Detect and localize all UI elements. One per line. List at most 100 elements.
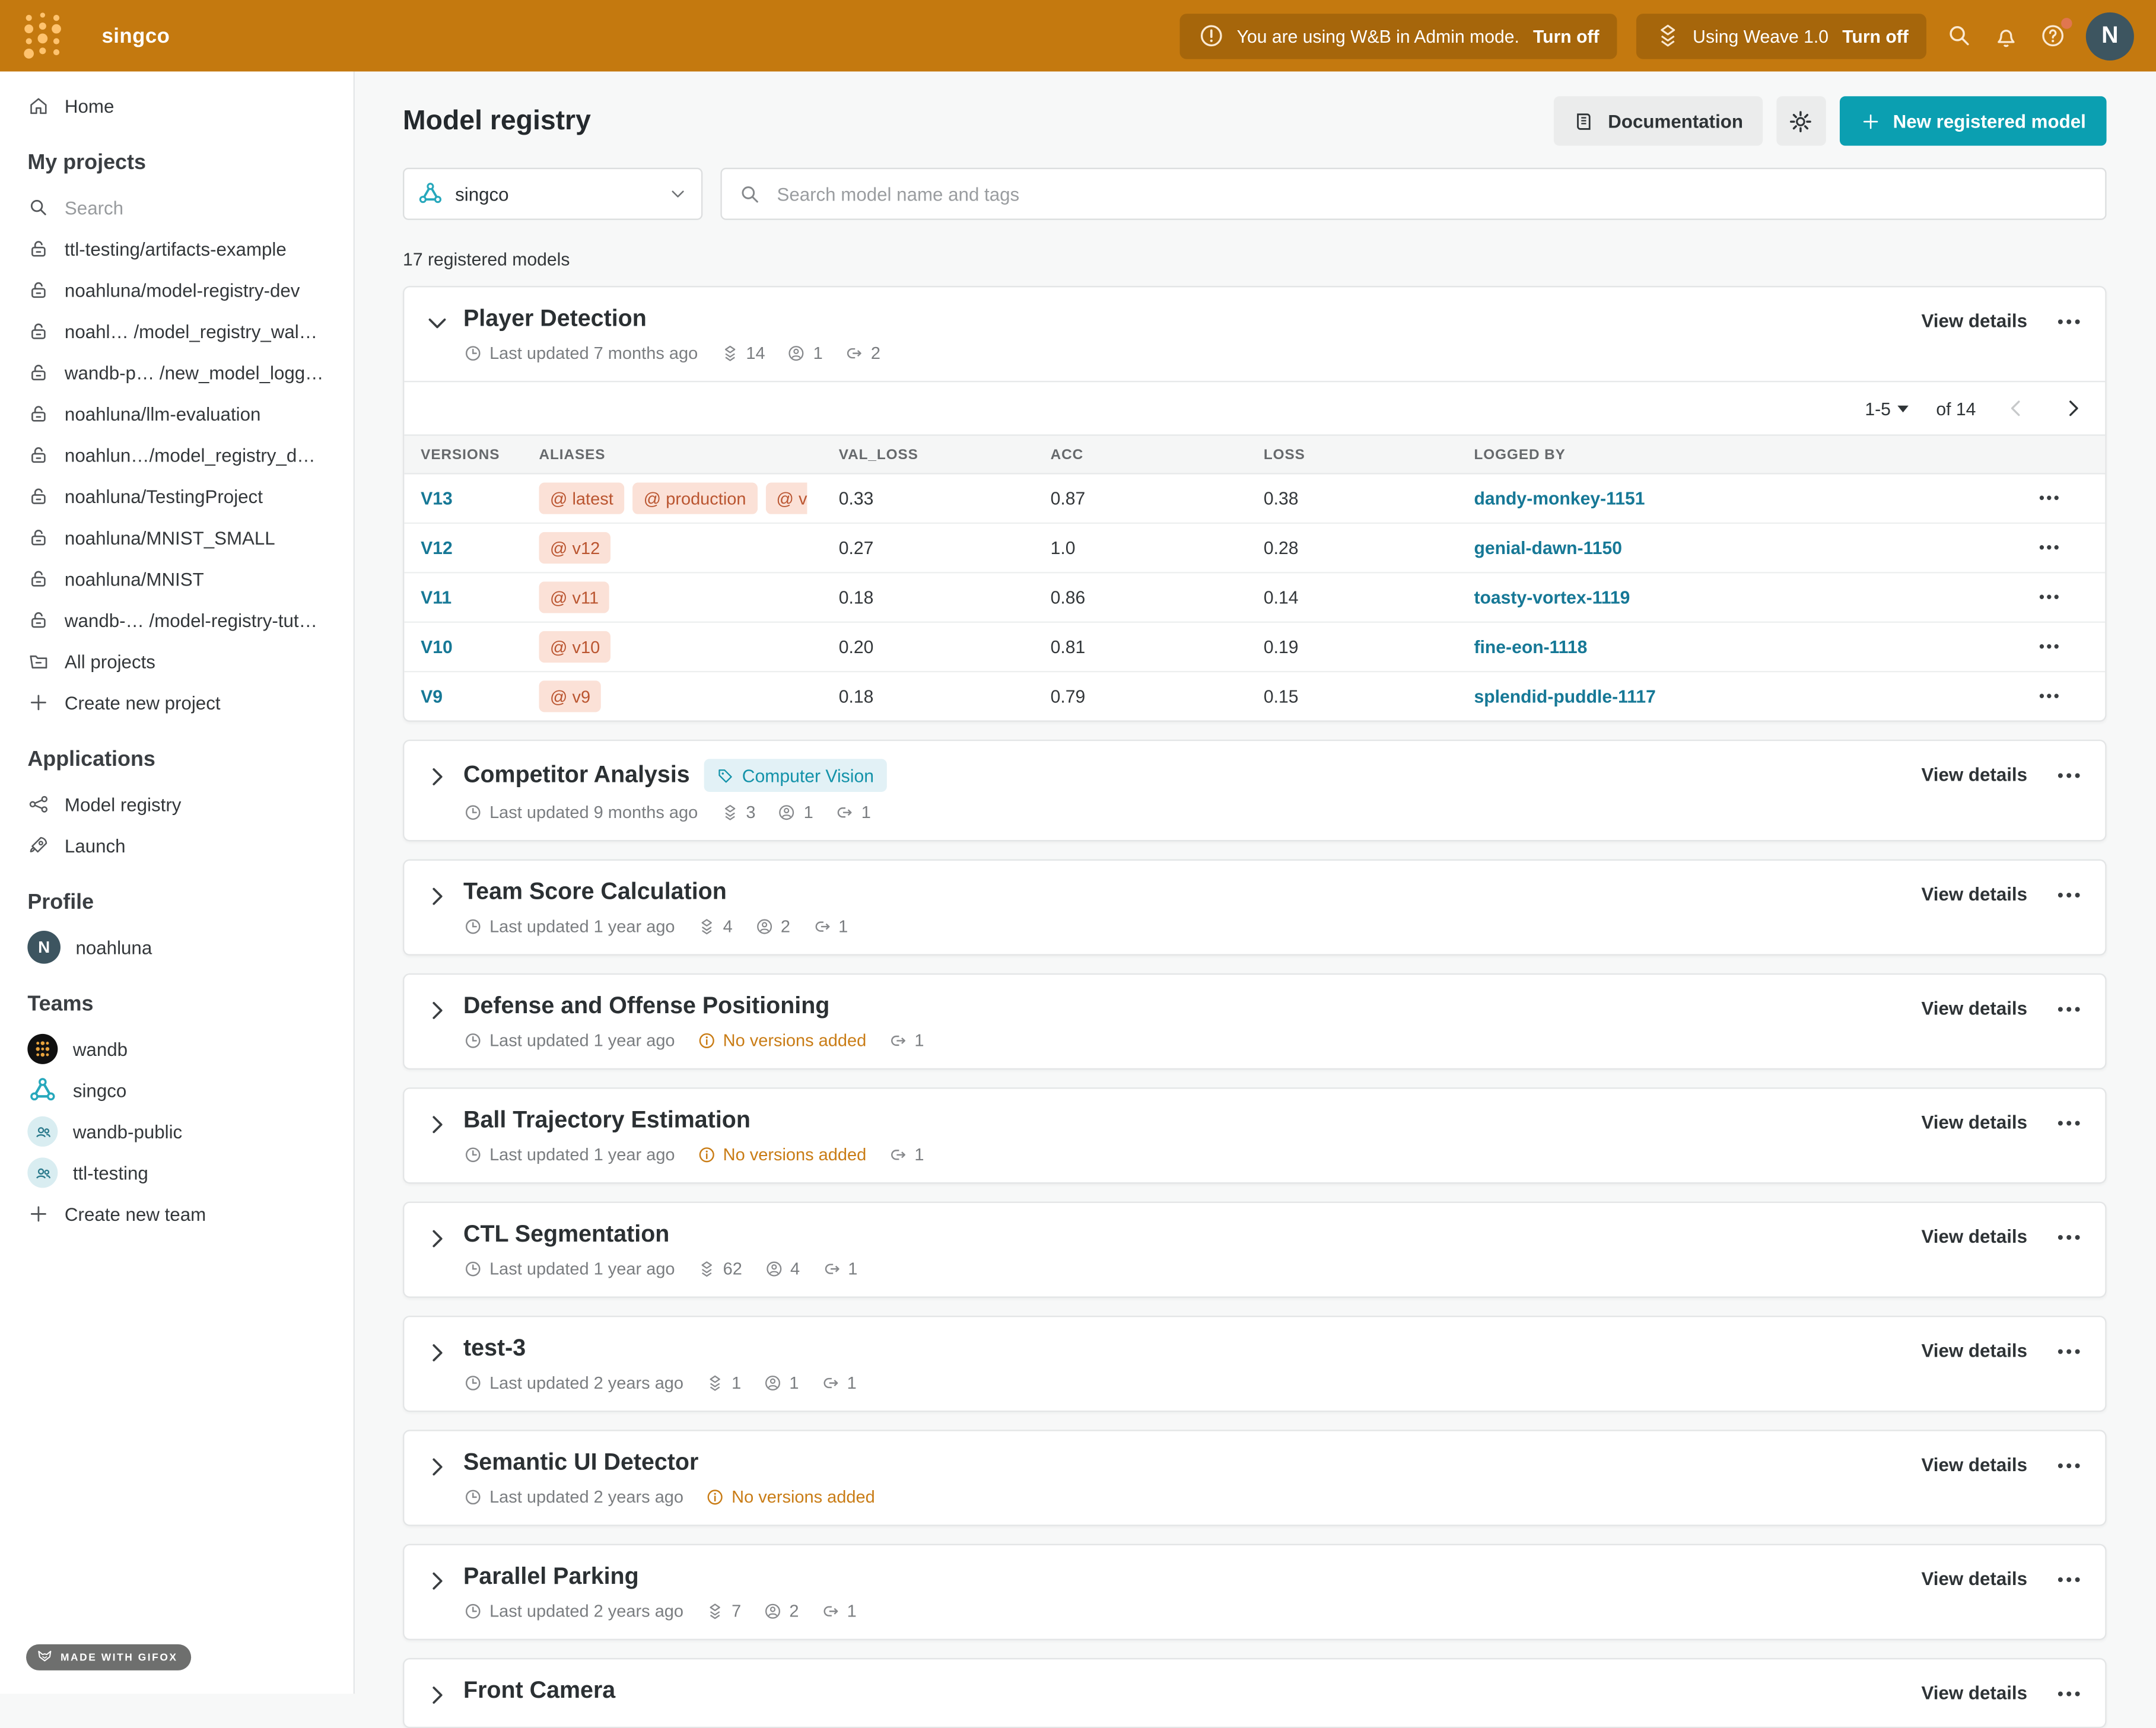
chevron-right-icon[interactable] bbox=[424, 1681, 451, 1708]
chevron-right-icon[interactable] bbox=[424, 763, 451, 790]
notifications-bell-icon[interactable] bbox=[1992, 22, 2020, 49]
sidebar-item-all-projects[interactable]: All projects bbox=[0, 641, 354, 682]
card-menu-button[interactable]: ••• bbox=[2058, 1455, 2084, 1475]
card-menu-button[interactable]: ••• bbox=[2058, 1113, 2084, 1132]
view-details-button[interactable]: View details bbox=[1921, 310, 2028, 332]
chevron-right-icon[interactable] bbox=[424, 883, 451, 910]
card-menu-button[interactable]: ••• bbox=[2058, 1683, 2084, 1703]
search-icon[interactable] bbox=[1945, 22, 1973, 49]
model-title[interactable]: Parallel Parking bbox=[463, 1563, 639, 1590]
card-menu-button[interactable]: ••• bbox=[2058, 998, 2084, 1019]
sidebar-item-create-team[interactable]: Create new team bbox=[0, 1194, 354, 1235]
logged-by-run-link[interactable]: genial-dawn-1150 bbox=[1474, 537, 1622, 558]
sidebar-team-ttl-testing[interactable]: ttl-testing bbox=[0, 1152, 354, 1194]
card-menu-button[interactable]: ••• bbox=[2058, 884, 2084, 904]
sidebar-project-item[interactable]: ttl-testing/artifacts-example bbox=[0, 228, 354, 270]
help-button[interactable] bbox=[2039, 18, 2072, 49]
version-link[interactable]: V12 bbox=[421, 537, 453, 558]
view-details-button[interactable]: View details bbox=[1921, 764, 2028, 785]
sidebar-project-item[interactable]: noahlun…/model_registry_d… bbox=[0, 434, 354, 476]
sidebar-team-wandb-public[interactable]: wandb-public bbox=[0, 1111, 354, 1153]
chevron-right-icon[interactable] bbox=[424, 1225, 451, 1252]
row-menu-button[interactable]: ••• bbox=[2039, 688, 2062, 705]
version-link[interactable]: V13 bbox=[421, 488, 453, 509]
view-details-button[interactable]: View details bbox=[1921, 1112, 2028, 1133]
row-menu-button[interactable]: ••• bbox=[2039, 589, 2062, 606]
sidebar-project-search[interactable]: Search bbox=[0, 187, 354, 228]
next-page-icon[interactable] bbox=[2061, 396, 2086, 421]
sidebar-item-launch[interactable]: Launch bbox=[0, 825, 354, 867]
link-icon bbox=[891, 1150, 906, 1160]
model-title[interactable]: Semantic UI Detector bbox=[463, 1449, 699, 1475]
version-link[interactable]: V9 bbox=[421, 686, 443, 707]
user-avatar[interactable]: N bbox=[2085, 11, 2134, 60]
acc-value: 0.86 bbox=[1050, 587, 1086, 608]
sidebar-project-item[interactable]: noahluna/MNIST_SMALL bbox=[0, 517, 354, 558]
model-title[interactable]: Player Detection bbox=[463, 305, 647, 332]
view-details-button[interactable]: View details bbox=[1921, 1568, 2028, 1590]
model-title[interactable]: test-3 bbox=[463, 1335, 526, 1361]
card-menu-button[interactable]: ••• bbox=[2058, 1569, 2084, 1589]
sidebar-project-item[interactable]: noahluna/llm-evaluation bbox=[0, 393, 354, 435]
model-title[interactable]: Team Score Calculation bbox=[463, 878, 727, 905]
sidebar-project-item[interactable]: noahluna/model-registry-dev bbox=[0, 269, 354, 311]
version-link[interactable]: V11 bbox=[421, 587, 452, 608]
sidebar-item-home[interactable]: Home bbox=[0, 85, 354, 127]
view-details-button[interactable]: View details bbox=[1921, 998, 2028, 1019]
sidebar-item-create-project[interactable]: Create new project bbox=[0, 682, 354, 724]
category-tag[interactable]: Computer Vision bbox=[703, 759, 886, 792]
sidebar-project-item[interactable]: noahl… /model_registry_wal… bbox=[0, 311, 354, 352]
logged-by-run-link[interactable]: toasty-vortex-1119 bbox=[1474, 587, 1630, 608]
view-details-button[interactable]: View details bbox=[1921, 884, 2028, 905]
model-title[interactable]: Front Camera bbox=[463, 1677, 616, 1704]
model-title[interactable]: Ball Trajectory Estimation bbox=[463, 1106, 751, 1133]
card-menu-button[interactable]: ••• bbox=[2058, 1341, 2084, 1361]
chevron-right-icon[interactable] bbox=[424, 997, 451, 1024]
admin-turn-off-button[interactable]: Turn off bbox=[1533, 25, 1599, 46]
view-details-button[interactable]: View details bbox=[1921, 1455, 2028, 1475]
logged-by-run-link[interactable]: fine-eon-1118 bbox=[1474, 637, 1588, 657]
sidebar-project-item[interactable]: noahluna/MNIST bbox=[0, 558, 354, 600]
view-details-button[interactable]: View details bbox=[1921, 1226, 2028, 1248]
registry-settings-button[interactable] bbox=[1776, 96, 1826, 146]
row-menu-button[interactable]: ••• bbox=[2039, 490, 2062, 507]
model-search-input[interactable] bbox=[774, 182, 2089, 206]
page-range-dropdown[interactable]: 1-5 bbox=[1865, 398, 1909, 419]
weave-banner-text: Using Weave 1.0 bbox=[1693, 25, 1829, 46]
new-registered-model-button[interactable]: New registered model bbox=[1839, 96, 2107, 146]
sidebar-team-singco[interactable]: singco bbox=[0, 1070, 354, 1111]
sidebar-project-item[interactable]: wandb-p… /new_model_logg… bbox=[0, 352, 354, 393]
chevron-right-icon[interactable] bbox=[424, 1339, 451, 1366]
chevron-right-icon[interactable] bbox=[424, 1567, 451, 1595]
chevron-down-icon[interactable] bbox=[424, 309, 451, 336]
sidebar-item-model-registry[interactable]: Model registry bbox=[0, 784, 354, 825]
version-link[interactable]: V10 bbox=[421, 637, 453, 657]
topbar: singco You are using W&B in Admin mode. … bbox=[0, 0, 2156, 72]
team-selector-dropdown[interactable]: singco bbox=[403, 167, 703, 220]
model-title[interactable]: Competitor Analysis bbox=[463, 761, 690, 788]
row-menu-button[interactable]: ••• bbox=[2039, 539, 2062, 556]
view-details-button[interactable]: View details bbox=[1921, 1682, 2028, 1704]
sidebar-project-item[interactable]: noahluna/TestingProject bbox=[0, 476, 354, 517]
card-menu-button[interactable]: ••• bbox=[2058, 1227, 2084, 1246]
row-menu-button[interactable]: ••• bbox=[2039, 638, 2062, 655]
documentation-button[interactable]: Documentation bbox=[1554, 96, 1763, 146]
card-menu-button[interactable]: ••• bbox=[2058, 765, 2084, 785]
view-details-button[interactable]: View details bbox=[1921, 1340, 2028, 1361]
chevron-right-icon[interactable] bbox=[424, 1453, 451, 1481]
chevron-right-icon[interactable] bbox=[424, 1111, 451, 1138]
rocket-icon bbox=[30, 836, 47, 853]
sidebar-item-profile[interactable]: N noahluna bbox=[0, 927, 354, 968]
sidebar-project-item[interactable]: wandb-… /model-registry-tut… bbox=[0, 599, 354, 641]
wandb-logo-icon[interactable] bbox=[22, 8, 63, 63]
model-title[interactable]: Defense and Offense Positioning bbox=[463, 992, 830, 1019]
previous-page-icon[interactable] bbox=[2004, 396, 2028, 421]
logged-by-run-link[interactable]: dandy-monkey-1151 bbox=[1474, 488, 1645, 509]
clock-icon bbox=[465, 1261, 481, 1277]
sidebar-team-wandb[interactable]: wandb bbox=[0, 1029, 354, 1070]
card-menu-button[interactable]: ••• bbox=[2058, 311, 2084, 331]
lock-icon bbox=[31, 323, 46, 339]
model-title[interactable]: CTL Segmentation bbox=[463, 1221, 670, 1248]
weave-turn-off-button[interactable]: Turn off bbox=[1842, 25, 1909, 46]
logged-by-run-link[interactable]: splendid-puddle-1117 bbox=[1474, 686, 1656, 707]
